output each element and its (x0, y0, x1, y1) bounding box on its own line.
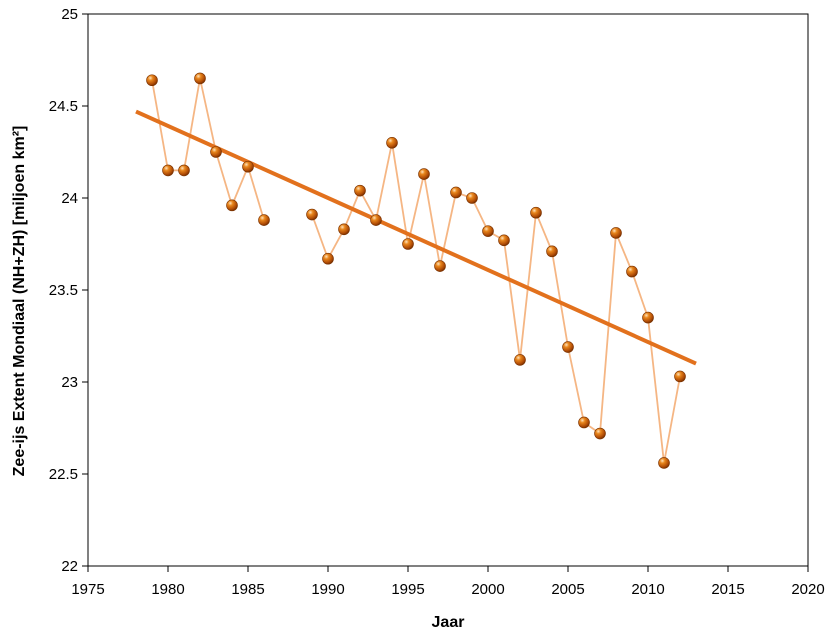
x-tick-label: 2005 (551, 581, 584, 598)
data-point (370, 214, 382, 226)
y-tick-label: 23 (61, 374, 78, 391)
data-point (146, 74, 158, 87)
data-point (658, 457, 670, 469)
data-point (242, 160, 254, 173)
trendline (135, 109, 697, 366)
data-point (514, 354, 526, 366)
data-point (306, 208, 318, 221)
x-axis: 1975 1980 1985 1990 1995 2000 2005 2010 2015 2020 (71, 566, 825, 598)
data-point (354, 184, 366, 197)
x-tick-label: 1990 (311, 581, 344, 598)
x-tick-label: 2010 (631, 581, 664, 598)
data-point (194, 72, 206, 85)
y-tick-label: 22 (61, 558, 78, 575)
data-point (338, 223, 350, 236)
data-point (402, 238, 414, 250)
data-markers (146, 72, 686, 469)
data-point (626, 265, 638, 278)
data-point (258, 214, 270, 226)
data-point (434, 260, 446, 272)
data-point (674, 370, 686, 383)
x-tick-label: 2015 (711, 581, 744, 598)
y-tick-label: 25 (61, 6, 78, 23)
data-point (178, 164, 190, 177)
y-axis: 22 22.5 23 23.5 24 24.5 25 (49, 6, 88, 575)
x-axis-title: Jaar (432, 614, 465, 631)
y-tick-label: 24 (61, 190, 78, 207)
data-point (322, 252, 334, 265)
data-point (498, 234, 510, 247)
data-point (386, 137, 398, 149)
y-tick-label: 22.5 (49, 466, 78, 483)
x-tick-label: 1995 (391, 581, 424, 598)
x-tick-label: 2020 (791, 581, 824, 598)
data-point (482, 225, 494, 237)
data-point (466, 192, 478, 204)
x-tick-label: 1980 (151, 581, 184, 598)
data-point (610, 227, 622, 239)
data-point (594, 427, 606, 440)
data-point (226, 199, 238, 212)
x-tick-label: 2000 (471, 581, 504, 598)
data-point (530, 206, 542, 219)
x-tick-label: 1975 (71, 581, 104, 598)
data-point (578, 416, 590, 429)
x-tick-label: 1985 (231, 581, 264, 598)
data-point (162, 164, 174, 177)
y-axis-title: Zee-ijs Extent Mondiaal (NH+ZH) [miljoen… (11, 126, 28, 477)
data-point (546, 245, 558, 258)
series-line-segment (311, 141, 681, 464)
data-point (418, 168, 430, 180)
data-lines (151, 77, 681, 464)
data-point (562, 341, 574, 353)
y-tick-label: 24.5 (49, 98, 78, 115)
y-tick-label: 23.5 (49, 282, 78, 299)
series-line-segment (151, 77, 265, 221)
data-point (210, 146, 222, 158)
trendline-group (135, 109, 697, 366)
data-point (450, 186, 462, 199)
data-point (642, 311, 654, 324)
